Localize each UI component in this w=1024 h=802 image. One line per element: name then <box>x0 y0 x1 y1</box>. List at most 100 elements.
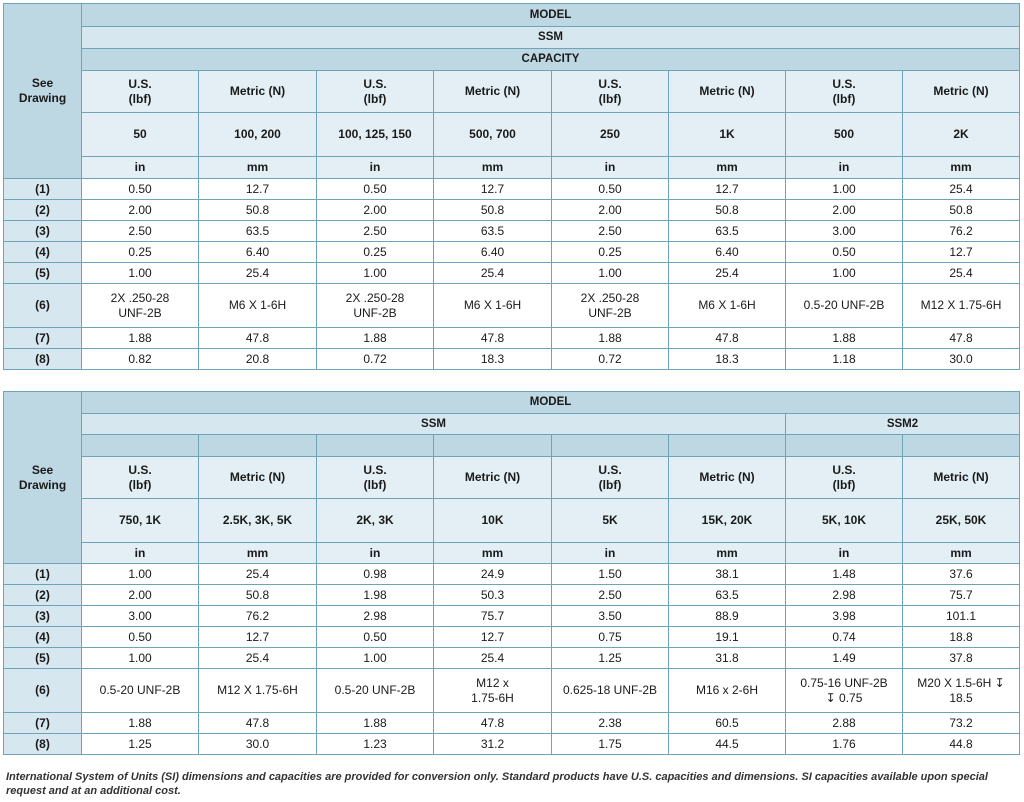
dimension-value: 1.00 <box>81 563 199 585</box>
dimension-value: 1.25 <box>551 647 669 669</box>
dimension-value: 0.5-20 UNF-2B <box>785 283 903 328</box>
dimension-value: 47.8 <box>668 327 786 349</box>
dimension-value: 25.4 <box>668 262 786 284</box>
series-header-ssm: SSM <box>81 413 786 435</box>
capacity-value: 500, 700 <box>433 112 552 157</box>
dimension-value: 76.2 <box>901 220 1021 242</box>
dimension-value: 1.23 <box>316 733 434 755</box>
dimension-table-1: See Drawing MODEL SSM CAPACITY U.S. (lbf… <box>3 3 1021 370</box>
dimension-value: 0.50 <box>81 626 199 648</box>
dimension-value: 0.82 <box>81 348 199 370</box>
dimension-value: 2.50 <box>551 220 669 242</box>
dimension-value: 0.50 <box>81 178 199 200</box>
dimension-value: 37.6 <box>901 563 1021 585</box>
drawing-ref-label: (6) <box>3 668 82 713</box>
dimension-value: 73.2 <box>901 712 1021 734</box>
unit-header: U.S. (lbf) <box>81 70 199 113</box>
dimension-value: 1.88 <box>81 712 199 734</box>
unit-header: Metric (N) <box>433 456 552 499</box>
dimension-value: 37.8 <box>901 647 1021 669</box>
model-header: MODEL <box>80 3 1021 27</box>
dimension-value: 1.00 <box>316 262 434 284</box>
unit-header: U.S. (lbf) <box>785 70 903 113</box>
blank-header <box>81 434 199 457</box>
dimension-value: 0.25 <box>316 241 434 263</box>
unit-header: Metric (N) <box>901 70 1021 113</box>
capacity-value: 10K <box>433 498 552 543</box>
dimension-value: M6 X 1-6H <box>668 283 786 328</box>
dimension-value: 2.00 <box>785 199 903 221</box>
table-row: (3) 3.00 76.2 2.98 75.7 3.50 88.9 3.98 101.1 <box>3 605 1021 627</box>
capacity-value: 50 <box>81 112 199 157</box>
dimension-value: 19.1 <box>668 626 786 648</box>
unit-header: U.S. (lbf) <box>785 456 903 499</box>
dimension-value: 75.7 <box>901 584 1021 606</box>
dimension-value: M6 X 1-6H <box>433 283 552 328</box>
unit-header: U.S. (lbf) <box>551 456 669 499</box>
drawing-ref-label: (8) <box>3 733 82 755</box>
dimension-value: 1.98 <box>316 584 434 606</box>
capacity-value: 500 <box>785 112 903 157</box>
dimension-value: 50.8 <box>198 199 317 221</box>
dimension-value: 31.2 <box>433 733 552 755</box>
unit-header: U.S. (lbf) <box>316 70 434 113</box>
dimension-unit: in <box>785 156 903 179</box>
dimension-value: 2.50 <box>316 220 434 242</box>
dimension-unit: in <box>316 542 434 564</box>
unit-header: Metric (N) <box>433 70 552 113</box>
table-row: (7) 1.88 47.8 1.88 47.8 2.38 60.5 2.88 73.2 <box>3 712 1021 734</box>
unit-header: U.S. (lbf) <box>551 70 669 113</box>
capacity-value: 5K <box>551 498 669 543</box>
drawing-ref-label: (7) <box>3 712 82 734</box>
unit-header: Metric (N) <box>668 456 786 499</box>
dimension-value: 1.48 <box>785 563 903 585</box>
dimension-unit: mm <box>433 542 552 564</box>
dimension-value: 1.49 <box>785 647 903 669</box>
capacity-value: 100, 125, 150 <box>316 112 434 157</box>
dimension-value: 0.50 <box>551 178 669 200</box>
series-header: SSM <box>80 26 1021 49</box>
dimension-value: 1.88 <box>81 327 199 349</box>
blank-header <box>433 434 552 457</box>
dimension-value: 2.88 <box>785 712 903 734</box>
dimension-value: 0.72 <box>316 348 434 370</box>
dimension-value: 44.5 <box>668 733 786 755</box>
dimension-value: 0.25 <box>551 241 669 263</box>
table-row: (8) 1.25 30.0 1.23 31.2 1.75 44.5 1.76 44.8 <box>3 733 1021 755</box>
dimension-value: 0.72 <box>551 348 669 370</box>
unit-header: Metric (N) <box>901 456 1021 499</box>
dimension-value: 63.5 <box>198 220 317 242</box>
dimension-value: 50.8 <box>668 199 786 221</box>
table-row: (1) 1.00 25.4 0.98 24.9 1.50 38.1 1.48 37.6 <box>3 563 1021 585</box>
dimension-value: M12 X 1.75-6H <box>198 668 317 713</box>
dimension-value: 30.0 <box>901 348 1021 370</box>
dimension-unit: mm <box>433 156 552 179</box>
dimension-unit: in <box>551 156 669 179</box>
dimension-value: 50.8 <box>198 584 317 606</box>
dimension-value: 44.8 <box>901 733 1021 755</box>
dimension-unit: mm <box>668 542 786 564</box>
dimension-value: 60.5 <box>668 712 786 734</box>
dimension-value: 1.25 <box>81 733 199 755</box>
dimension-value: 2X .250-28 UNF-2B <box>316 283 434 328</box>
dimension-value: 2.00 <box>81 584 199 606</box>
dimension-value: 12.7 <box>668 178 786 200</box>
dimension-value: 47.8 <box>901 327 1021 349</box>
dimension-value: 2.00 <box>316 199 434 221</box>
drawing-ref-label: (3) <box>3 605 82 627</box>
series-header-ssm2: SSM2 <box>784 413 1021 435</box>
unit-header: U.S. (lbf) <box>81 456 199 499</box>
dimension-value: 75.7 <box>433 605 552 627</box>
dimension-value: 25.4 <box>433 647 552 669</box>
dimension-value: M16 x 2-6H <box>668 668 786 713</box>
dimension-value: 12.7 <box>198 178 317 200</box>
blank-header <box>316 434 434 457</box>
capacity-header: CAPACITY <box>80 48 1021 71</box>
dimension-value: 88.9 <box>668 605 786 627</box>
dimension-value: 0.75 <box>551 626 669 648</box>
blank-header <box>785 434 903 457</box>
dimension-value: 25.4 <box>198 647 317 669</box>
dimension-unit: mm <box>901 542 1021 564</box>
unit-header: Metric (N) <box>198 456 317 499</box>
dimension-unit: mm <box>198 156 317 179</box>
